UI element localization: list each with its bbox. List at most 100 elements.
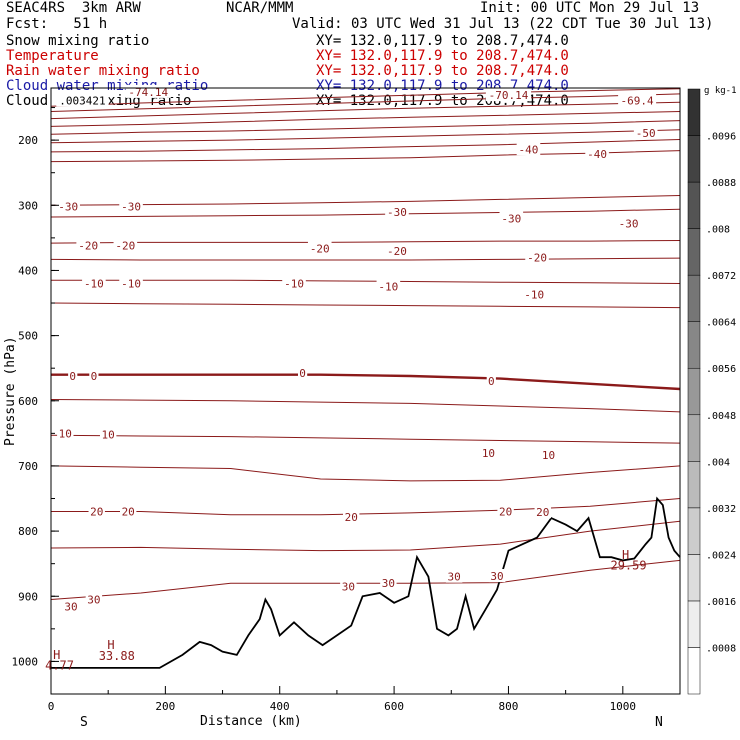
contour-label-bg	[119, 504, 137, 518]
contour-label-bg	[540, 447, 557, 461]
x-tick-label: 800	[499, 700, 519, 713]
contour-label: -20	[115, 240, 135, 253]
contour-label-bg	[56, 199, 80, 213]
colorbar-unit: g kg-1	[704, 86, 737, 96]
colorbar-swatch	[687, 367, 701, 416]
axes: 0 200 400 600 800 100020030040050060070080090…	[12, 87, 681, 713]
temperature-contour	[50, 208, 681, 218]
contour-label: -69.4	[621, 94, 654, 107]
field-name: Temperature	[6, 48, 99, 64]
contour-label-bg	[99, 427, 117, 441]
temperature-contour	[50, 101, 681, 120]
colorbar-swatch	[687, 600, 701, 648]
temperature-contour	[50, 111, 681, 127]
contour-label-bg	[499, 211, 524, 225]
contour-label-bg	[119, 276, 143, 290]
contour-label: 0	[299, 367, 306, 380]
contour-label: -20	[527, 251, 547, 264]
chart-title: SEAC4RS 3km ARW	[6, 0, 141, 16]
colorbar-swatch	[687, 414, 701, 462]
contour-label: -30	[58, 201, 78, 214]
temperature-contour	[50, 93, 681, 112]
colorbar-swatch	[687, 88, 701, 136]
contour-label-bg	[343, 509, 360, 523]
contour-label-bg	[618, 93, 657, 107]
contour-label: -50	[636, 127, 656, 140]
x-tick-label: 0	[48, 700, 55, 713]
contour-label-bg	[113, 238, 138, 252]
colorbar-tick-label: .004	[706, 457, 730, 468]
contour-label: 20	[499, 506, 512, 519]
contour-label: -30	[121, 201, 141, 214]
contour-label-bg	[445, 569, 463, 583]
temperature-contour	[50, 302, 681, 309]
temperature-contour	[50, 139, 681, 153]
colorbar-swatch	[687, 135, 701, 183]
contour-label: -10	[524, 289, 544, 302]
temperature-contour	[51, 279, 681, 284]
colorbar-swatch	[687, 461, 701, 509]
contour-label: 20	[90, 506, 103, 519]
temperature-contour	[50, 88, 681, 107]
x-tick-label: 200	[155, 700, 175, 713]
contour-label-bg	[88, 504, 105, 518]
terrain-line	[51, 496, 681, 669]
init-time: Init: 00 UTC Mon 29 Jul 13	[480, 0, 700, 16]
contour-label: 30	[382, 577, 395, 590]
contour-label-bg	[307, 241, 332, 255]
contour-label-bg	[485, 88, 532, 102]
contour-label: -30	[619, 218, 639, 231]
contour-label-bg	[76, 238, 100, 252]
contour-label-bg	[486, 374, 496, 388]
y-tick-label: 800	[18, 525, 38, 538]
colorbar-swatch	[687, 647, 701, 695]
contour-label: -20	[78, 240, 98, 253]
colorbar-swatch	[687, 554, 701, 602]
extremum-annotation: H	[53, 648, 60, 662]
contour-label-bg	[488, 569, 506, 583]
y-tick-label: 900	[18, 590, 38, 603]
field-xy: XY= 132.0,117.9 to 208.7,474.0	[316, 48, 569, 64]
x-tick-label: 400	[270, 700, 290, 713]
colorbar-swatch	[687, 321, 701, 369]
contour-label: -30	[501, 212, 521, 225]
colorbar-swatch	[687, 228, 701, 276]
colorbar-tick-label: .0088	[706, 178, 736, 189]
snow-contour-label: .003421	[59, 94, 105, 107]
contour-label: -70.14	[489, 89, 529, 102]
contour-label-bg	[380, 576, 397, 590]
contour-label: -10	[84, 277, 104, 290]
y-tick-label: 1000	[12, 655, 39, 668]
field-xy: XY= 132.0,117.9 to 208.7,474.0	[316, 63, 569, 79]
colorbar-tick-label: .0048	[706, 411, 736, 422]
temperature-contour	[50, 120, 681, 135]
contour-label: 0	[69, 370, 76, 383]
field-name: Rain water mixing ratio	[6, 63, 200, 79]
temperature-contour	[50, 559, 681, 600]
colorbar-tick-label: .0072	[706, 271, 736, 282]
x-end-left: S	[80, 715, 88, 730]
contour-label: 10	[102, 429, 115, 442]
contour-label-bg	[298, 365, 308, 379]
temperature-contour	[50, 240, 681, 244]
x-end-right: N	[655, 715, 663, 730]
contour-label: 30	[448, 571, 461, 584]
contour-label: 0	[91, 370, 98, 383]
contour-label: 10	[482, 447, 495, 460]
colorbar-swatch	[687, 181, 701, 229]
colorbar-tick-label: .0024	[706, 550, 736, 561]
contour-label: -30	[387, 206, 407, 219]
temperature-contour	[50, 150, 681, 163]
contour-label: 0	[488, 375, 495, 388]
temperature-contours	[50, 88, 681, 600]
plot-frame	[50, 87, 681, 695]
colorbar-tick-label: .0056	[706, 364, 736, 375]
terrain	[51, 496, 681, 669]
y-tick-label: 300	[18, 199, 38, 212]
contour-label-bg	[525, 250, 549, 264]
colorbar-tick-label: .0096	[706, 132, 736, 143]
y-tick-label: 600	[18, 395, 38, 408]
contour-label-bg	[633, 125, 658, 139]
contour-label-bg	[497, 504, 514, 518]
contour-label-bg	[89, 369, 99, 383]
